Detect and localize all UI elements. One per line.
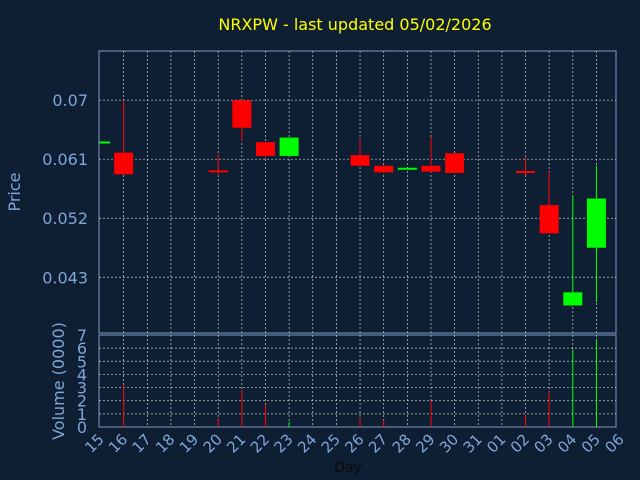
volume-tick-label: 4 — [77, 365, 87, 384]
candle-body — [397, 167, 417, 170]
price-tick-labels: 0.07 0.061 0.052 0.043 — [42, 91, 88, 287]
chart-title: NRXPW - last updated 05/02/2026 — [218, 15, 491, 34]
price-panel-frame — [98, 50, 617, 334]
candle-body — [350, 155, 370, 166]
day-tick-label: 22 — [247, 430, 273, 456]
price-tick-label: 0.061 — [42, 150, 88, 169]
candle-body — [255, 142, 275, 156]
volume-tick-label: 0 — [77, 418, 87, 437]
day-tick-label: 27 — [365, 430, 391, 456]
price-tick-label: 0.052 — [42, 209, 88, 228]
day-tick-label: 17 — [129, 430, 155, 456]
candle-body — [421, 165, 441, 172]
volume-tick-label: 5 — [77, 352, 87, 371]
day-axis-label: Day — [334, 460, 362, 476]
candle-body — [208, 170, 228, 173]
candle-body — [539, 205, 559, 234]
day-tick-label: 04 — [554, 430, 580, 456]
volume-tick-label: 3 — [77, 379, 87, 398]
day-tick-label: 18 — [152, 430, 178, 456]
day-tick-label: 26 — [341, 430, 367, 456]
candle-body — [114, 152, 134, 175]
day-tick-label: 28 — [389, 430, 415, 456]
day-tick-label: 06 — [601, 430, 627, 456]
candle-body — [563, 292, 583, 306]
volume-tick-label: 7 — [77, 326, 87, 345]
candle-body — [99, 141, 110, 144]
day-tick-label: 16 — [105, 430, 131, 456]
candle-body — [445, 153, 465, 173]
volume-series — [123, 338, 597, 427]
price-tick-label: 0.07 — [52, 91, 88, 110]
day-tick-label: 05 — [578, 430, 604, 456]
candle-body — [374, 165, 394, 173]
day-tick-label: 23 — [270, 430, 296, 456]
day-tick-label: 20 — [200, 430, 226, 456]
day-tick-label: 21 — [223, 430, 249, 456]
day-tick-label: 29 — [412, 430, 438, 456]
price-tick-label: 0.043 — [42, 268, 88, 287]
volume-tick-label: 1 — [77, 405, 87, 424]
day-tick-label: 01 — [483, 430, 509, 456]
day-tick-label: 30 — [436, 430, 462, 456]
volume-axis-label: Volume (0000) — [49, 322, 68, 440]
day-tick-label: 03 — [531, 430, 557, 456]
volume-grid — [99, 335, 616, 427]
day-tick-label: 25 — [318, 430, 344, 456]
candles-series — [99, 100, 606, 306]
day-tick-labels: 1516171819202122232425262728293031010203… — [81, 430, 627, 456]
day-tick-label: 19 — [176, 430, 202, 456]
volume-tick-label: 2 — [77, 392, 87, 411]
candle-body — [516, 171, 536, 174]
volume-panel-frame — [98, 334, 617, 428]
volume-tick-label: 6 — [77, 339, 87, 358]
candle-body — [279, 137, 299, 156]
day-tick-label: 02 — [507, 430, 533, 456]
day-tick-label: 24 — [294, 430, 320, 456]
day-tick-label: 31 — [460, 430, 486, 456]
price-axis-label: Price — [5, 172, 24, 211]
candle-body — [586, 198, 606, 248]
price-grid — [99, 51, 616, 333]
candle-body — [232, 100, 252, 128]
